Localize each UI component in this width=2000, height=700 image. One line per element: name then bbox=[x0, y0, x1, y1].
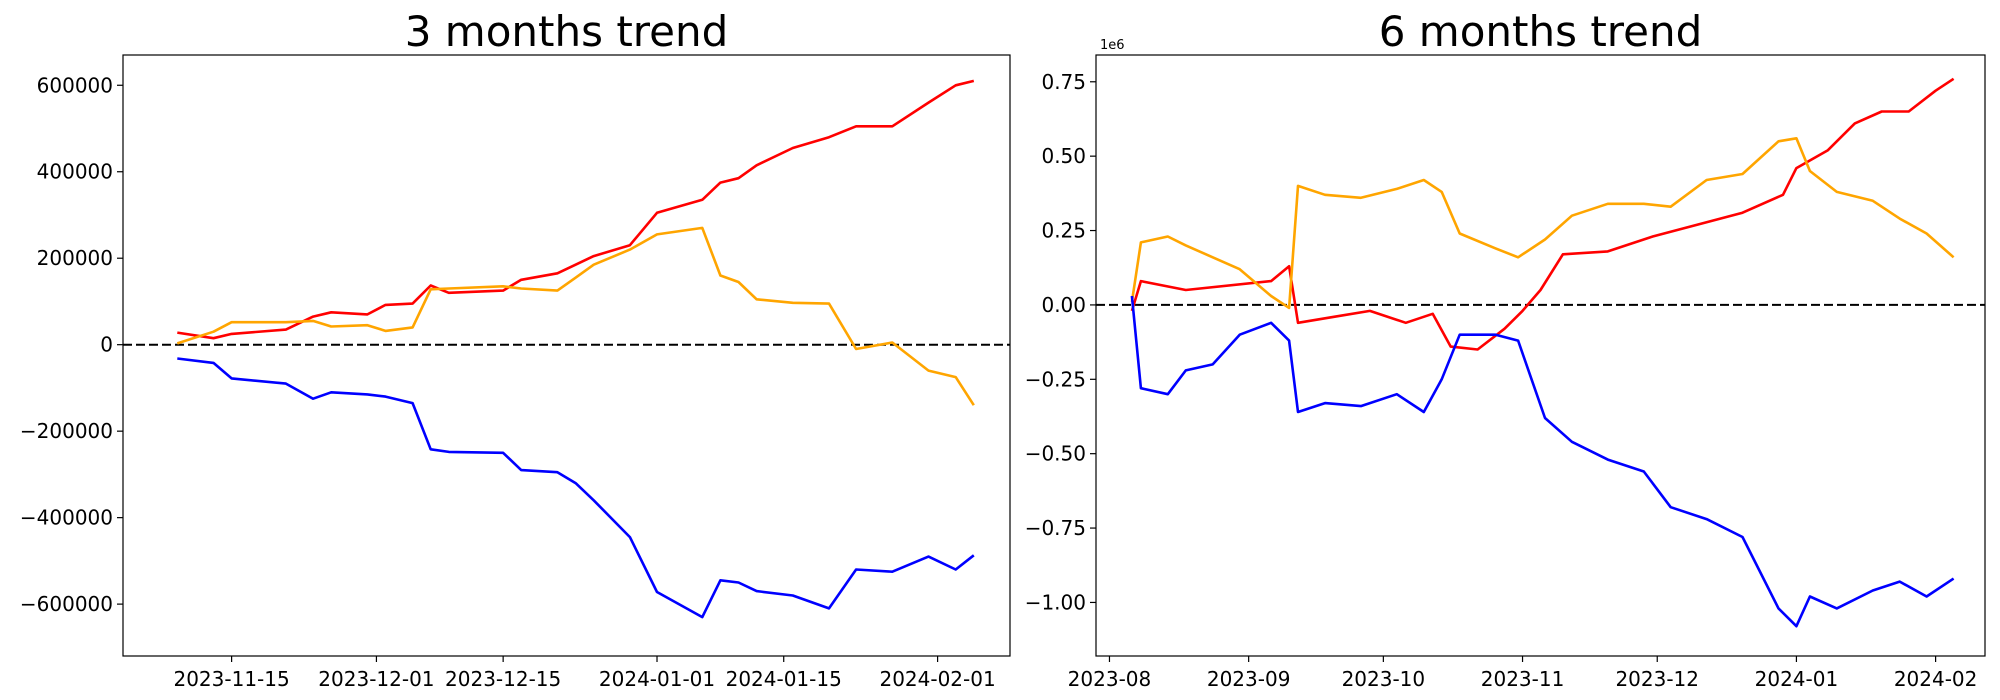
y-offset-label: 1e6 bbox=[1100, 38, 1125, 53]
chart-title: 6 months trend bbox=[1379, 7, 1703, 56]
series-line-3 bbox=[177, 357, 975, 619]
series-line-1 bbox=[1130, 77, 1955, 351]
x-tick-label: 2024-02 bbox=[1894, 667, 1978, 691]
x-tick-label: 2024-01 bbox=[1755, 667, 1839, 691]
y-tick-label: 0.75 bbox=[1041, 70, 1086, 94]
y-tick-label: 0.25 bbox=[1041, 219, 1086, 243]
x-tick-label: 2023-12 bbox=[1615, 667, 1699, 691]
x-tick-label: 2023-11-15 bbox=[173, 667, 289, 691]
plot-area-frame bbox=[122, 54, 1011, 657]
y-tick-label: 200000 bbox=[37, 246, 113, 270]
y-tick-label: −400000 bbox=[20, 506, 113, 530]
y-tick-label: −0.25 bbox=[1025, 367, 1086, 391]
y-tick-label: −200000 bbox=[20, 419, 113, 443]
x-tick-label: 2023-09 bbox=[1207, 667, 1291, 691]
x-tick-label: 2023-11 bbox=[1481, 667, 1565, 691]
y-tick-label: −1.00 bbox=[1025, 590, 1086, 614]
series-line-3 bbox=[1130, 295, 1955, 628]
x-tick-label: 2023-08 bbox=[1068, 667, 1152, 691]
series-line-2 bbox=[1130, 137, 1955, 310]
y-tick-label: 600000 bbox=[37, 73, 113, 97]
x-tick-label: 2023-12-15 bbox=[445, 667, 561, 691]
plot-area-frame bbox=[1095, 54, 1986, 657]
x-tick-label: 2023-10 bbox=[1342, 667, 1426, 691]
y-tick-label: −0.50 bbox=[1025, 442, 1086, 466]
series-line-1 bbox=[177, 79, 975, 340]
y-tick-label: 0.50 bbox=[1041, 144, 1086, 168]
x-tick-label: 2024-01-01 bbox=[599, 667, 715, 691]
y-tick-label: −600000 bbox=[20, 592, 113, 616]
series-line-2 bbox=[176, 226, 975, 406]
x-tick-label: 2024-01-15 bbox=[726, 667, 842, 691]
y-tick-label: 400000 bbox=[37, 160, 113, 184]
chart-3-months: 3 months trend 2023-11-15 2023-12-01 2023-… bbox=[20, 7, 1011, 691]
x-tick-label: 2024-02-01 bbox=[879, 667, 995, 691]
y-tick-label: 0 bbox=[100, 333, 113, 357]
chart-title: 3 months trend bbox=[405, 7, 729, 56]
y-tick-label: 0.00 bbox=[1041, 293, 1086, 317]
x-tick-label: 2023-12-01 bbox=[318, 667, 434, 691]
y-tick-label: −0.75 bbox=[1025, 516, 1086, 540]
chart-6-months: 6 months trend 1e6 2023-08 2023-09 2023-10… bbox=[1025, 7, 1986, 691]
